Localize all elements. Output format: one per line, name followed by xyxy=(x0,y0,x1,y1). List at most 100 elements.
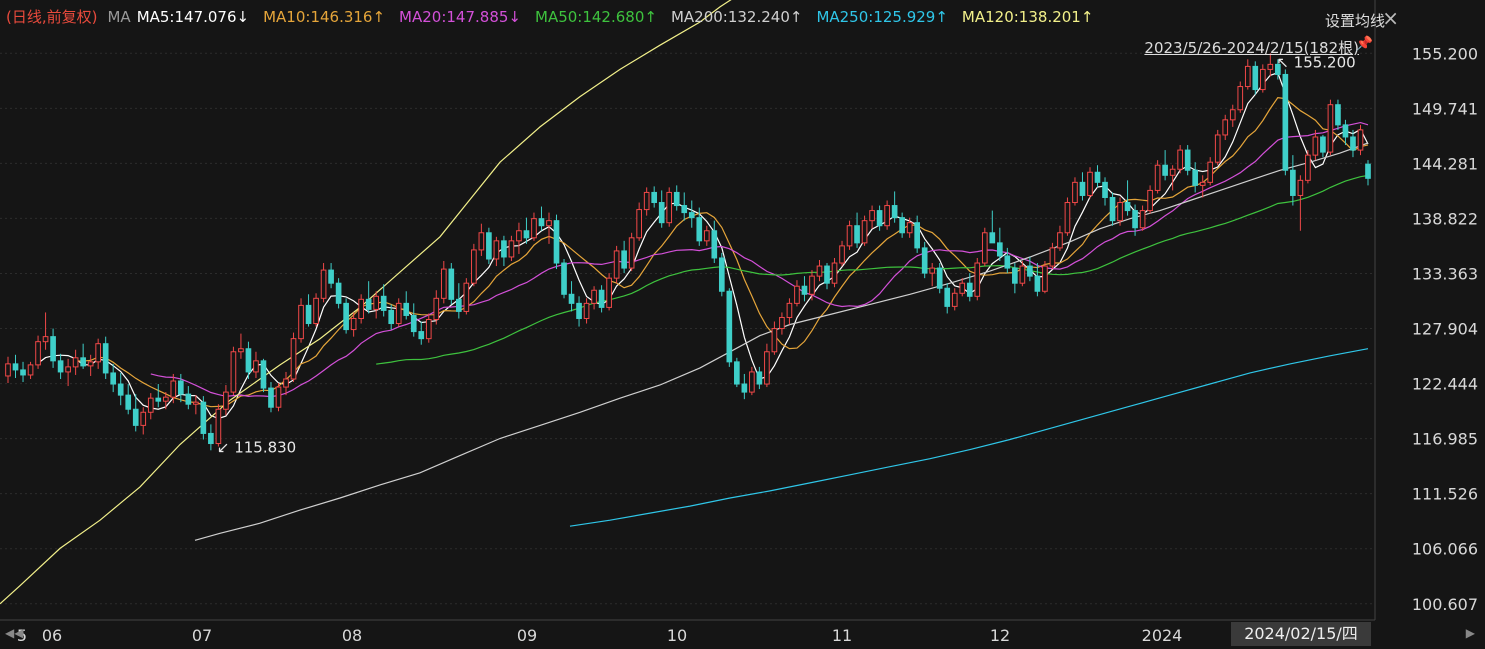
candle xyxy=(5,356,11,384)
candle xyxy=(117,372,124,406)
candle xyxy=(688,200,695,228)
candle xyxy=(1320,134,1326,158)
candle xyxy=(471,243,477,287)
ma-line-ma5 xyxy=(37,72,1369,420)
candles xyxy=(5,53,1371,451)
candle xyxy=(268,382,274,413)
candle xyxy=(1237,81,1244,113)
candle xyxy=(516,222,522,254)
candle xyxy=(711,220,718,264)
candle xyxy=(779,312,785,335)
candle xyxy=(1012,263,1018,294)
candle xyxy=(1199,175,1206,198)
date-range-label[interactable]: 2023/5/26-2024/2/15(182根) xyxy=(1144,39,1359,57)
ma-legend: (日线,前复权) MA MA5:147.076↓ MA10:146.316↑ MA20:… xyxy=(6,6,1121,27)
close-icon[interactable]: × xyxy=(1382,6,1399,30)
candle xyxy=(621,240,627,274)
candle xyxy=(365,281,372,314)
candle xyxy=(388,304,395,330)
candle xyxy=(643,187,650,216)
candle xyxy=(170,373,177,404)
candle xyxy=(1335,99,1341,130)
candle xyxy=(606,273,612,311)
candle xyxy=(666,187,673,227)
candle xyxy=(335,278,342,309)
candle xyxy=(193,395,199,415)
pin-icon[interactable]: 📌 xyxy=(1355,36,1373,52)
candle xyxy=(531,212,537,241)
x-tick-label: 11 xyxy=(832,626,852,645)
candle xyxy=(155,384,162,408)
candle xyxy=(703,225,710,246)
x-tick-label: 12 xyxy=(990,626,1010,645)
candle xyxy=(981,227,988,267)
candle xyxy=(1229,104,1236,127)
chart-mode-label[interactable]: (日线,前复权) xyxy=(6,8,98,26)
candle xyxy=(1117,197,1123,226)
y-tick-label: 100.607 xyxy=(1412,595,1478,614)
candle xyxy=(1312,129,1319,161)
candle xyxy=(1004,247,1011,274)
candle xyxy=(651,186,658,208)
candle xyxy=(1057,225,1063,251)
x-tick-label: 10 xyxy=(667,626,687,645)
candle xyxy=(846,220,853,250)
candle xyxy=(771,321,778,355)
candle xyxy=(275,383,282,412)
candle xyxy=(718,252,725,297)
candle xyxy=(253,351,259,378)
set-ma-button[interactable]: 设置均线 xyxy=(1324,12,1385,30)
candle xyxy=(1252,61,1259,95)
candle xyxy=(794,280,800,307)
candle xyxy=(380,284,387,317)
candle xyxy=(260,358,267,393)
candle xyxy=(538,206,545,231)
candle xyxy=(230,346,237,396)
candle xyxy=(12,354,19,378)
x-tick-label: 07 xyxy=(192,626,212,645)
candle xyxy=(65,358,71,387)
candle xyxy=(1169,165,1176,191)
candle xyxy=(478,223,485,256)
candle xyxy=(568,281,575,312)
candle xyxy=(501,235,507,267)
x-tick-label: 09 xyxy=(517,626,537,645)
candle xyxy=(1034,263,1041,297)
candle xyxy=(891,191,898,223)
ma-legend-item: MA5:147.076↓ xyxy=(136,8,250,26)
ma-legend-item: MA20:147.885↓ xyxy=(399,8,521,26)
candle xyxy=(313,293,319,327)
candle xyxy=(358,294,364,324)
ma-label: MA xyxy=(107,8,131,26)
candle xyxy=(223,385,229,416)
candle xyxy=(553,214,560,270)
ma-line-ma120 xyxy=(0,0,732,605)
candle xyxy=(786,298,793,325)
candle xyxy=(876,205,883,231)
candle xyxy=(576,296,582,327)
candle xyxy=(57,353,64,379)
candle xyxy=(50,328,56,368)
candle xyxy=(1192,162,1199,193)
candle xyxy=(493,236,500,267)
candle xyxy=(1132,204,1138,236)
candle xyxy=(1275,59,1281,80)
candle xyxy=(749,366,755,396)
candle xyxy=(20,361,26,383)
candle xyxy=(185,386,192,410)
candle xyxy=(681,192,688,221)
y-tick-label: 133.363 xyxy=(1412,264,1478,283)
candle xyxy=(1350,129,1356,158)
ma-line-ma10 xyxy=(75,97,1369,408)
ma-legend-item: MA250:125.929↑ xyxy=(816,8,948,26)
candle xyxy=(1102,177,1108,206)
scroll-right-icon[interactable]: ▶ xyxy=(1465,626,1475,640)
candle xyxy=(583,298,590,324)
scroll-left-icon[interactable]: ◀◀ xyxy=(5,626,24,640)
candle xyxy=(1222,114,1229,140)
candle xyxy=(245,341,252,379)
candle xyxy=(87,354,94,376)
candle xyxy=(1124,180,1131,216)
high-annotation: ↖ 155.200 xyxy=(1276,53,1355,71)
